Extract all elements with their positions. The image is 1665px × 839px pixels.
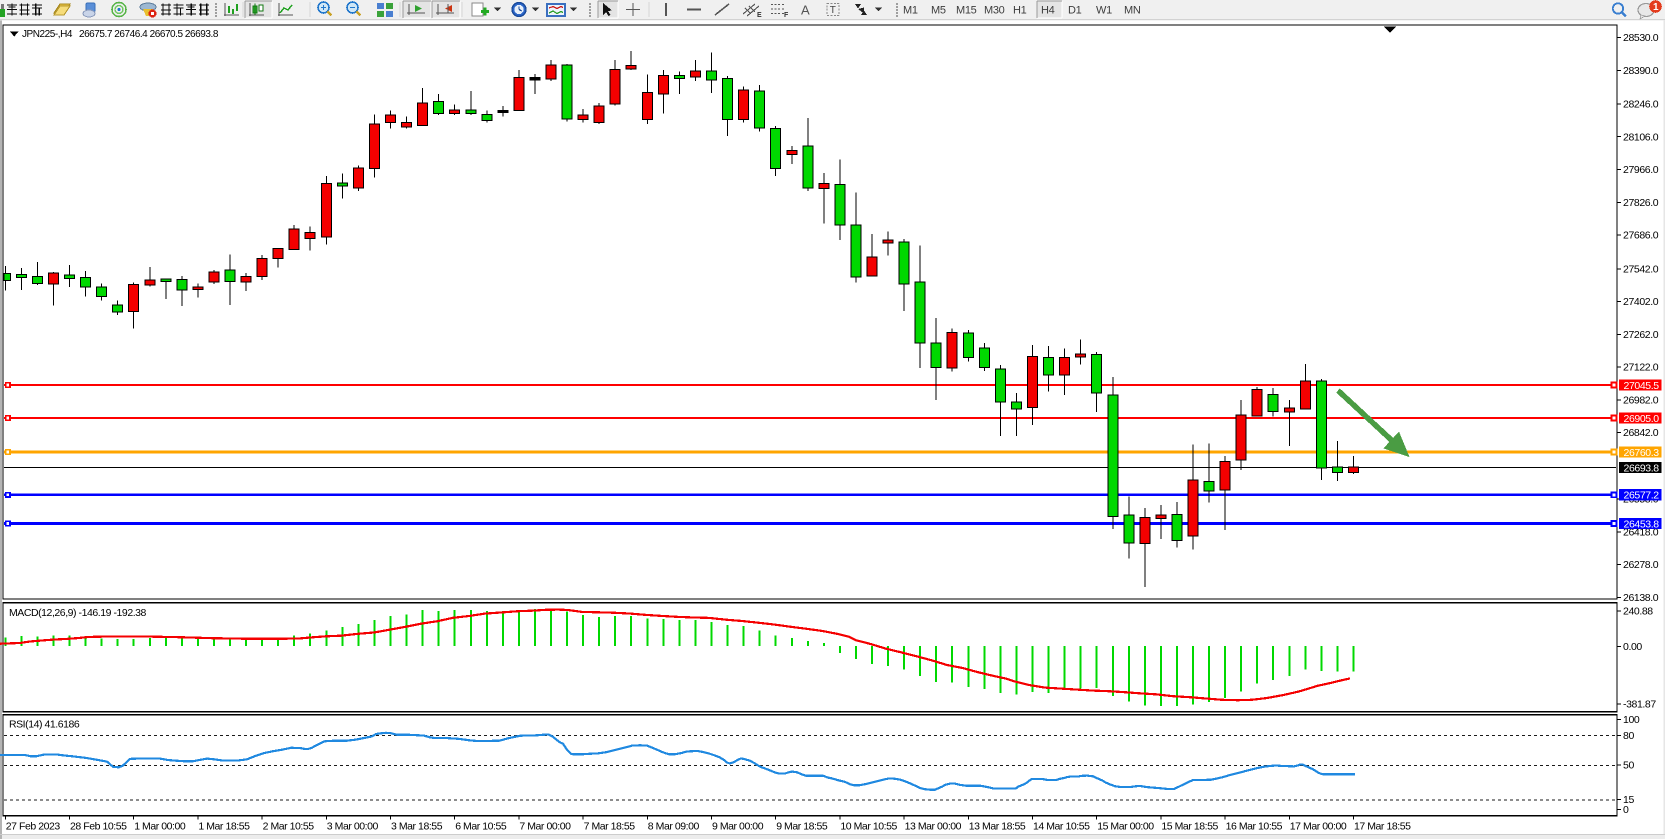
svg-text:H1: H1 [1013,5,1027,17]
svg-text:13 Mar 18:55: 13 Mar 18:55 [969,821,1026,833]
svg-text:27 Feb 2023: 27 Feb 2023 [6,821,61,833]
svg-text:27542.0: 27542.0 [1623,263,1659,275]
svg-text:F: F [784,12,789,19]
svg-text:26278.0: 26278.0 [1623,559,1659,571]
svg-text:26418.0: 26418.0 [1623,527,1659,539]
svg-text:0.00: 0.00 [1623,641,1642,653]
svg-text:26982.0: 26982.0 [1623,394,1659,406]
svg-text:A: A [801,3,810,18]
svg-text:28530.0: 28530.0 [1623,32,1659,44]
svg-text:26577.2: 26577.2 [1624,490,1660,502]
svg-text:26453.8: 26453.8 [1624,518,1660,530]
svg-text:27402.0: 27402.0 [1623,296,1659,308]
svg-text:7 Mar 18:55: 7 Mar 18:55 [584,821,636,833]
svg-text:9 Mar 18:55: 9 Mar 18:55 [776,821,828,833]
svg-text:17 Mar 00:00: 17 Mar 00:00 [1290,821,1347,833]
svg-text:27045.5: 27045.5 [1624,380,1660,392]
svg-text:1 Mar 00:00: 1 Mar 00:00 [134,821,186,833]
svg-text:6 Mar 10:55: 6 Mar 10:55 [455,821,507,833]
svg-text:28390.0: 28390.0 [1623,65,1659,77]
svg-text:-381.87: -381.87 [1623,699,1656,711]
svg-text:26905.0: 26905.0 [1624,413,1660,425]
svg-text:3 Mar 18:55: 3 Mar 18:55 [391,821,443,833]
svg-text:28 Feb 10:55: 28 Feb 10:55 [70,821,127,833]
svg-text:M5: M5 [931,5,946,17]
svg-text:27966.0: 27966.0 [1623,164,1659,176]
svg-text:0: 0 [1623,804,1629,816]
svg-text:13 Mar 00:00: 13 Mar 00:00 [905,821,962,833]
svg-text:MACD(12,26,9) -146.19 -192.38: MACD(12,26,9) -146.19 -192.38 [9,607,147,619]
svg-text:W1: W1 [1096,5,1112,17]
svg-text:E: E [757,12,762,19]
svg-text:M30: M30 [984,5,1005,17]
svg-text:26693.8: 26693.8 [1624,462,1660,474]
svg-text:28246.0: 28246.0 [1623,99,1659,111]
svg-text:100: 100 [1623,714,1640,726]
svg-text:27262.0: 27262.0 [1623,329,1659,341]
svg-text:10 Mar 10:55: 10 Mar 10:55 [840,821,897,833]
svg-text:D1: D1 [1068,5,1082,17]
svg-text:26760.3: 26760.3 [1624,447,1660,459]
svg-text:27686.0: 27686.0 [1623,230,1659,242]
svg-text:T: T [830,5,836,16]
svg-text:15 Mar 00:00: 15 Mar 00:00 [1097,821,1154,833]
svg-text:M1: M1 [903,5,918,17]
svg-text:16 Mar 10:55: 16 Mar 10:55 [1226,821,1283,833]
svg-text:3 Mar 00:00: 3 Mar 00:00 [327,821,379,833]
svg-text:H4: H4 [1041,5,1055,17]
svg-text:27826.0: 27826.0 [1623,197,1659,209]
svg-text:50: 50 [1623,760,1634,772]
svg-text:17 Mar 18:55: 17 Mar 18:55 [1354,821,1411,833]
svg-text:14 Mar 10:55: 14 Mar 10:55 [1033,821,1090,833]
svg-text:28106.0: 28106.0 [1623,131,1659,143]
svg-text:1 Mar 18:55: 1 Mar 18:55 [198,821,250,833]
svg-text:9 Mar 00:00: 9 Mar 00:00 [712,821,764,833]
svg-text:80: 80 [1623,730,1634,742]
svg-text:2 Mar 10:55: 2 Mar 10:55 [263,821,315,833]
svg-text:26138.0: 26138.0 [1623,592,1659,604]
svg-text:240.88: 240.88 [1623,605,1653,617]
svg-text:15 Mar 18:55: 15 Mar 18:55 [1161,821,1218,833]
svg-text:MN: MN [1124,5,1141,17]
svg-text:JPN225-,H4 26675.7 26746.4 2: JPN225-,H4 26675.7 26746.4 26670.5 26693… [22,29,219,40]
svg-text:26842.0: 26842.0 [1623,427,1659,439]
svg-text:27122.0: 27122.0 [1623,362,1659,374]
svg-text:7 Mar 00:00: 7 Mar 00:00 [519,821,571,833]
svg-text:M15: M15 [956,5,977,17]
svg-text:1: 1 [1653,2,1659,13]
svg-text:15: 15 [1623,794,1634,806]
svg-text:RSI(14) 41.6186: RSI(14) 41.6186 [9,719,80,731]
svg-text:8 Mar 09:00: 8 Mar 09:00 [648,821,700,833]
